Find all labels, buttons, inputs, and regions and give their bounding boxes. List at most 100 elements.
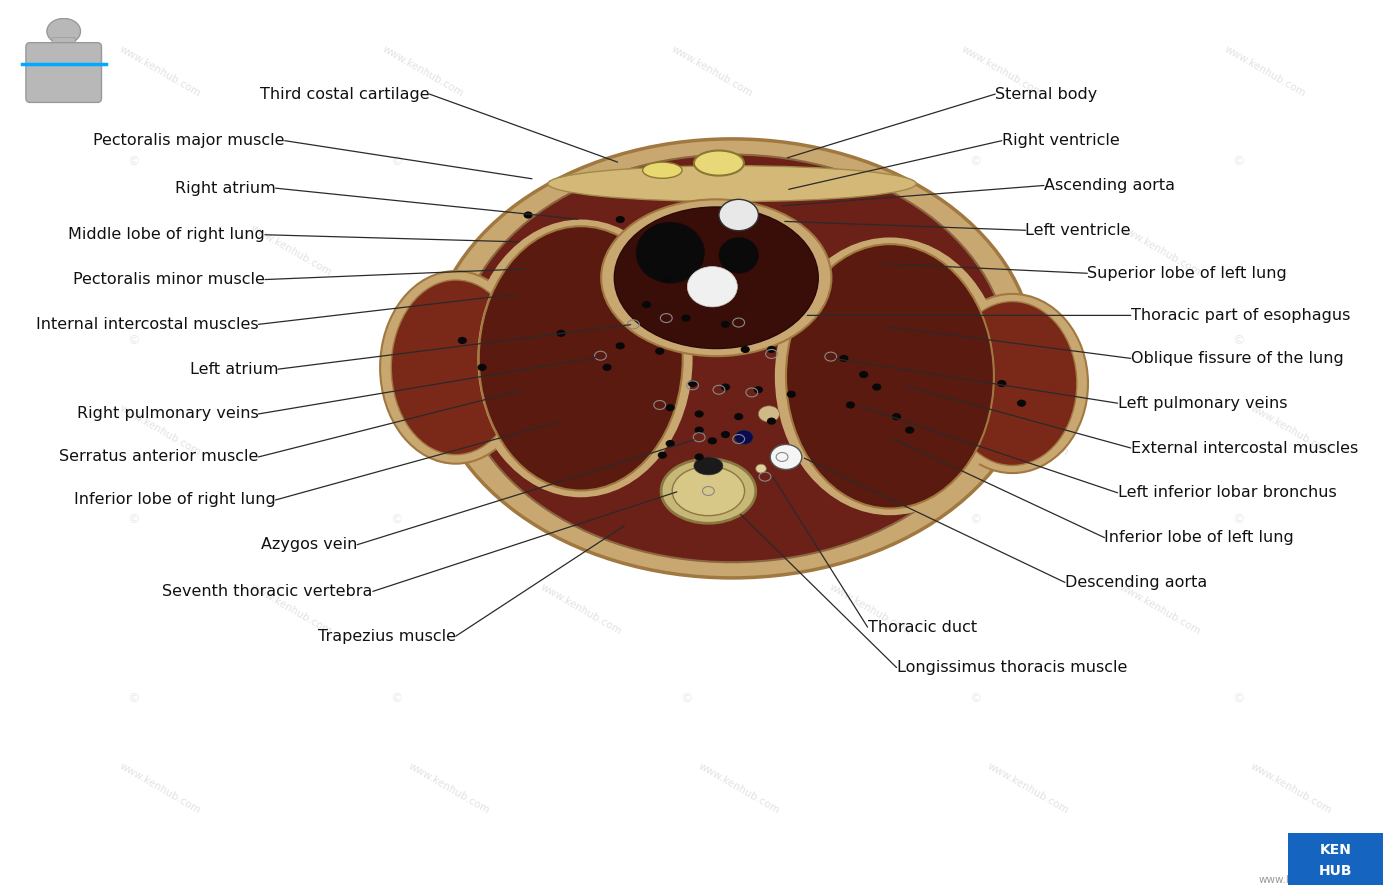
Text: Left ventricle: Left ventricle [1025, 223, 1131, 237]
Text: Serratus anterior muscle: Serratus anterior muscle [59, 450, 259, 464]
Ellipse shape [734, 413, 743, 420]
Text: www.kenhub.com: www.kenhub.com [671, 44, 755, 99]
Text: Third costal cartilage: Third costal cartilage [260, 87, 430, 101]
Text: Ascending aorta: Ascending aorta [1044, 178, 1175, 193]
Ellipse shape [753, 386, 763, 393]
Text: ©: © [969, 513, 981, 526]
Text: Azygos vein: Azygos vein [260, 538, 357, 552]
Text: ©: © [680, 334, 692, 347]
Text: www.kenhub.com: www.kenhub.com [118, 761, 202, 816]
Ellipse shape [547, 166, 916, 202]
Ellipse shape [872, 383, 882, 391]
Ellipse shape [735, 430, 753, 444]
Text: www.kenhub.com: www.kenhub.com [827, 582, 913, 637]
Text: www.kenhub.com: www.kenhub.com [986, 761, 1071, 816]
Text: www.kenhub.com: www.kenhub.com [1117, 223, 1203, 279]
Ellipse shape [756, 464, 766, 473]
Ellipse shape [721, 383, 729, 391]
Ellipse shape [602, 364, 612, 371]
Text: ©: © [1232, 155, 1245, 168]
Text: Left atrium: Left atrium [189, 362, 279, 376]
Text: ©: © [680, 513, 692, 526]
Text: www.kenhub.com: www.kenhub.com [539, 582, 623, 637]
Text: ©: © [391, 513, 403, 526]
Ellipse shape [694, 457, 722, 475]
Text: www.kenhub.com: www.kenhub.com [1249, 761, 1334, 816]
Text: ©: © [127, 693, 140, 705]
Text: Longissimus thoracis muscle: Longissimus thoracis muscle [896, 660, 1127, 675]
Text: Oblique fissure of the lung: Oblique fissure of the lung [1131, 351, 1344, 366]
Text: Thoracic part of esophagus: Thoracic part of esophagus [1131, 308, 1350, 323]
Ellipse shape [694, 453, 704, 461]
Text: Seventh thoracic vertebra: Seventh thoracic vertebra [162, 584, 372, 599]
Text: ©: © [391, 155, 403, 168]
Text: www.kenhub.com: www.kenhub.com [381, 44, 465, 99]
Text: Pectoralis major muscle: Pectoralis major muscle [94, 134, 284, 148]
Text: ©: © [391, 693, 403, 705]
Text: ©: © [1232, 334, 1245, 347]
Ellipse shape [787, 391, 795, 398]
Ellipse shape [767, 346, 776, 353]
Text: ©: © [680, 693, 692, 705]
Text: www.kenhub.com: www.kenhub.com [539, 223, 623, 279]
Ellipse shape [616, 342, 624, 349]
Ellipse shape [694, 426, 704, 434]
Text: www.kenhub.com: www.kenhub.com [1259, 875, 1351, 885]
Text: Thoracic duct: Thoracic duct [868, 620, 977, 634]
FancyBboxPatch shape [1288, 833, 1383, 885]
Text: ©: © [1232, 513, 1245, 526]
Ellipse shape [615, 207, 818, 349]
Text: Trapezius muscle: Trapezius muscle [318, 629, 456, 643]
Text: www.kenhub.com: www.kenhub.com [1249, 402, 1334, 458]
Ellipse shape [687, 380, 697, 387]
Ellipse shape [672, 466, 745, 516]
Ellipse shape [708, 437, 717, 444]
Text: www.kenhub.com: www.kenhub.com [827, 223, 913, 279]
Ellipse shape [741, 346, 750, 353]
Ellipse shape [381, 271, 532, 464]
Ellipse shape [643, 301, 651, 308]
Ellipse shape [774, 237, 1005, 515]
Text: ©: © [969, 155, 981, 168]
Ellipse shape [860, 371, 868, 378]
Text: Right atrium: Right atrium [175, 181, 276, 195]
Text: www.kenhub.com: www.kenhub.com [1117, 582, 1203, 637]
Ellipse shape [937, 294, 1088, 473]
Text: www.kenhub.com: www.kenhub.com [959, 44, 1044, 99]
Ellipse shape [785, 245, 994, 509]
Ellipse shape [721, 321, 729, 328]
Ellipse shape [616, 216, 624, 223]
Ellipse shape [721, 431, 729, 438]
Text: ©: © [127, 155, 140, 168]
Ellipse shape [767, 418, 776, 425]
Ellipse shape [655, 348, 665, 355]
Ellipse shape [694, 151, 743, 176]
Text: External intercostal muscles: External intercostal muscles [1131, 441, 1358, 455]
Text: Left inferior lobar bronchus: Left inferior lobar bronchus [1117, 486, 1337, 500]
Ellipse shape [665, 404, 675, 411]
Ellipse shape [846, 401, 855, 409]
Text: www.kenhub.com: www.kenhub.com [696, 761, 781, 816]
Text: ©: © [1232, 693, 1245, 705]
Ellipse shape [948, 301, 1077, 466]
Text: Inferior lobe of right lung: Inferior lobe of right lung [74, 493, 276, 507]
FancyBboxPatch shape [25, 43, 101, 102]
Ellipse shape [636, 222, 704, 283]
Ellipse shape [720, 237, 759, 273]
Ellipse shape [759, 406, 780, 422]
Text: Superior lobe of left lung: Superior lobe of left lung [1088, 266, 1287, 280]
Ellipse shape [556, 330, 566, 337]
Text: KEN: KEN [1320, 843, 1351, 857]
Ellipse shape [694, 410, 704, 418]
Text: www.kenhub.com: www.kenhub.com [407, 761, 491, 816]
Text: Right ventricle: Right ventricle [1002, 134, 1120, 148]
Text: Descending aorta: Descending aorta [1065, 575, 1207, 590]
Text: HUB: HUB [1319, 864, 1352, 878]
Text: Middle lobe of right lung: Middle lobe of right lung [69, 228, 265, 242]
Ellipse shape [904, 426, 914, 434]
Text: www.kenhub.com: www.kenhub.com [1222, 44, 1308, 99]
Text: ©: © [680, 155, 692, 168]
Text: www.kenhub.com: www.kenhub.com [118, 44, 202, 99]
Ellipse shape [458, 337, 468, 344]
Ellipse shape [391, 280, 521, 455]
